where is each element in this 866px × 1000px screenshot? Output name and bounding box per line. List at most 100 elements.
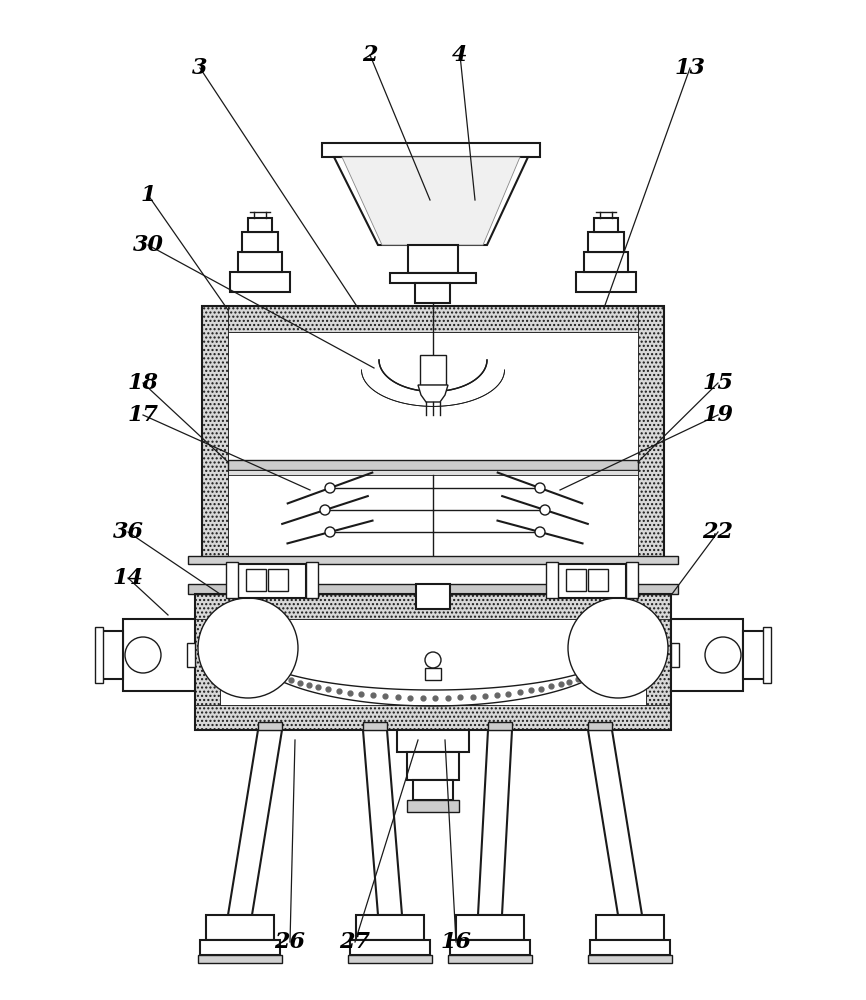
Bar xyxy=(228,470,638,475)
Polygon shape xyxy=(334,157,528,245)
Polygon shape xyxy=(363,730,402,915)
Bar xyxy=(408,245,458,273)
Bar xyxy=(350,940,430,955)
Bar xyxy=(594,218,618,232)
Text: 15: 15 xyxy=(702,372,734,394)
Bar xyxy=(626,562,638,598)
Text: 27: 27 xyxy=(339,931,371,953)
Circle shape xyxy=(325,483,335,493)
Circle shape xyxy=(125,637,161,673)
Text: 26: 26 xyxy=(275,931,306,953)
Bar xyxy=(202,306,228,560)
Bar xyxy=(743,631,765,679)
Polygon shape xyxy=(418,385,448,402)
Bar xyxy=(363,722,387,730)
Polygon shape xyxy=(588,730,642,915)
Text: 17: 17 xyxy=(127,404,158,426)
Bar xyxy=(590,940,670,955)
Circle shape xyxy=(535,527,545,537)
Bar xyxy=(588,722,612,730)
Bar xyxy=(415,283,450,303)
Bar xyxy=(195,594,671,619)
Bar xyxy=(101,631,123,679)
Bar xyxy=(306,562,318,598)
Bar xyxy=(413,780,453,800)
Bar xyxy=(195,705,671,730)
Bar xyxy=(228,460,638,470)
Bar xyxy=(584,252,628,272)
Circle shape xyxy=(540,505,550,515)
Bar xyxy=(228,332,638,560)
Circle shape xyxy=(568,598,668,698)
Text: 16: 16 xyxy=(441,931,471,953)
Polygon shape xyxy=(342,157,520,245)
Bar xyxy=(397,730,469,752)
Circle shape xyxy=(425,652,441,668)
Circle shape xyxy=(705,637,741,673)
Bar xyxy=(188,584,678,594)
Bar xyxy=(588,955,672,963)
Bar xyxy=(425,668,441,680)
Polygon shape xyxy=(228,730,282,915)
Circle shape xyxy=(198,598,298,698)
Bar xyxy=(198,955,282,963)
Bar xyxy=(200,940,280,955)
Bar xyxy=(588,569,608,591)
Bar xyxy=(226,562,238,598)
Text: 3: 3 xyxy=(192,57,208,79)
Bar xyxy=(246,569,266,591)
Bar xyxy=(671,619,743,691)
Bar xyxy=(546,562,558,598)
Bar xyxy=(588,232,624,252)
Bar xyxy=(230,272,290,292)
Bar xyxy=(416,584,450,609)
Text: 1: 1 xyxy=(140,184,156,206)
Bar xyxy=(576,272,636,292)
Bar xyxy=(356,915,424,940)
Bar xyxy=(488,722,512,730)
Bar xyxy=(596,915,664,940)
Bar xyxy=(258,722,282,730)
Bar xyxy=(202,306,664,332)
Text: 30: 30 xyxy=(132,234,164,256)
Circle shape xyxy=(535,483,545,493)
Bar xyxy=(348,955,432,963)
Bar xyxy=(187,643,195,667)
Text: 22: 22 xyxy=(702,521,734,543)
Bar xyxy=(763,627,771,683)
Bar xyxy=(195,594,671,730)
Bar xyxy=(248,218,272,232)
Bar xyxy=(646,594,671,730)
Circle shape xyxy=(325,527,335,537)
Bar xyxy=(242,232,278,252)
Bar xyxy=(95,627,103,683)
Text: 14: 14 xyxy=(113,567,144,589)
Bar xyxy=(566,569,586,591)
Bar xyxy=(420,355,446,385)
Bar xyxy=(407,752,459,780)
Bar xyxy=(238,252,282,272)
Bar xyxy=(456,915,524,940)
Bar xyxy=(268,569,288,591)
Bar xyxy=(450,940,530,955)
Bar xyxy=(448,955,532,963)
Bar xyxy=(220,619,646,705)
Bar xyxy=(558,564,626,598)
Bar xyxy=(638,306,664,560)
Bar xyxy=(322,143,540,157)
Circle shape xyxy=(320,505,330,515)
Bar xyxy=(195,594,220,730)
Text: 19: 19 xyxy=(702,404,734,426)
Bar xyxy=(188,556,678,564)
Bar xyxy=(123,619,195,691)
Polygon shape xyxy=(478,730,512,915)
Text: 36: 36 xyxy=(113,521,144,543)
Bar xyxy=(202,306,664,560)
Bar xyxy=(671,643,679,667)
Bar xyxy=(238,564,306,598)
Bar xyxy=(206,915,274,940)
Text: 4: 4 xyxy=(452,44,468,66)
Text: 18: 18 xyxy=(127,372,158,394)
Bar xyxy=(407,800,459,812)
Bar xyxy=(390,273,476,283)
